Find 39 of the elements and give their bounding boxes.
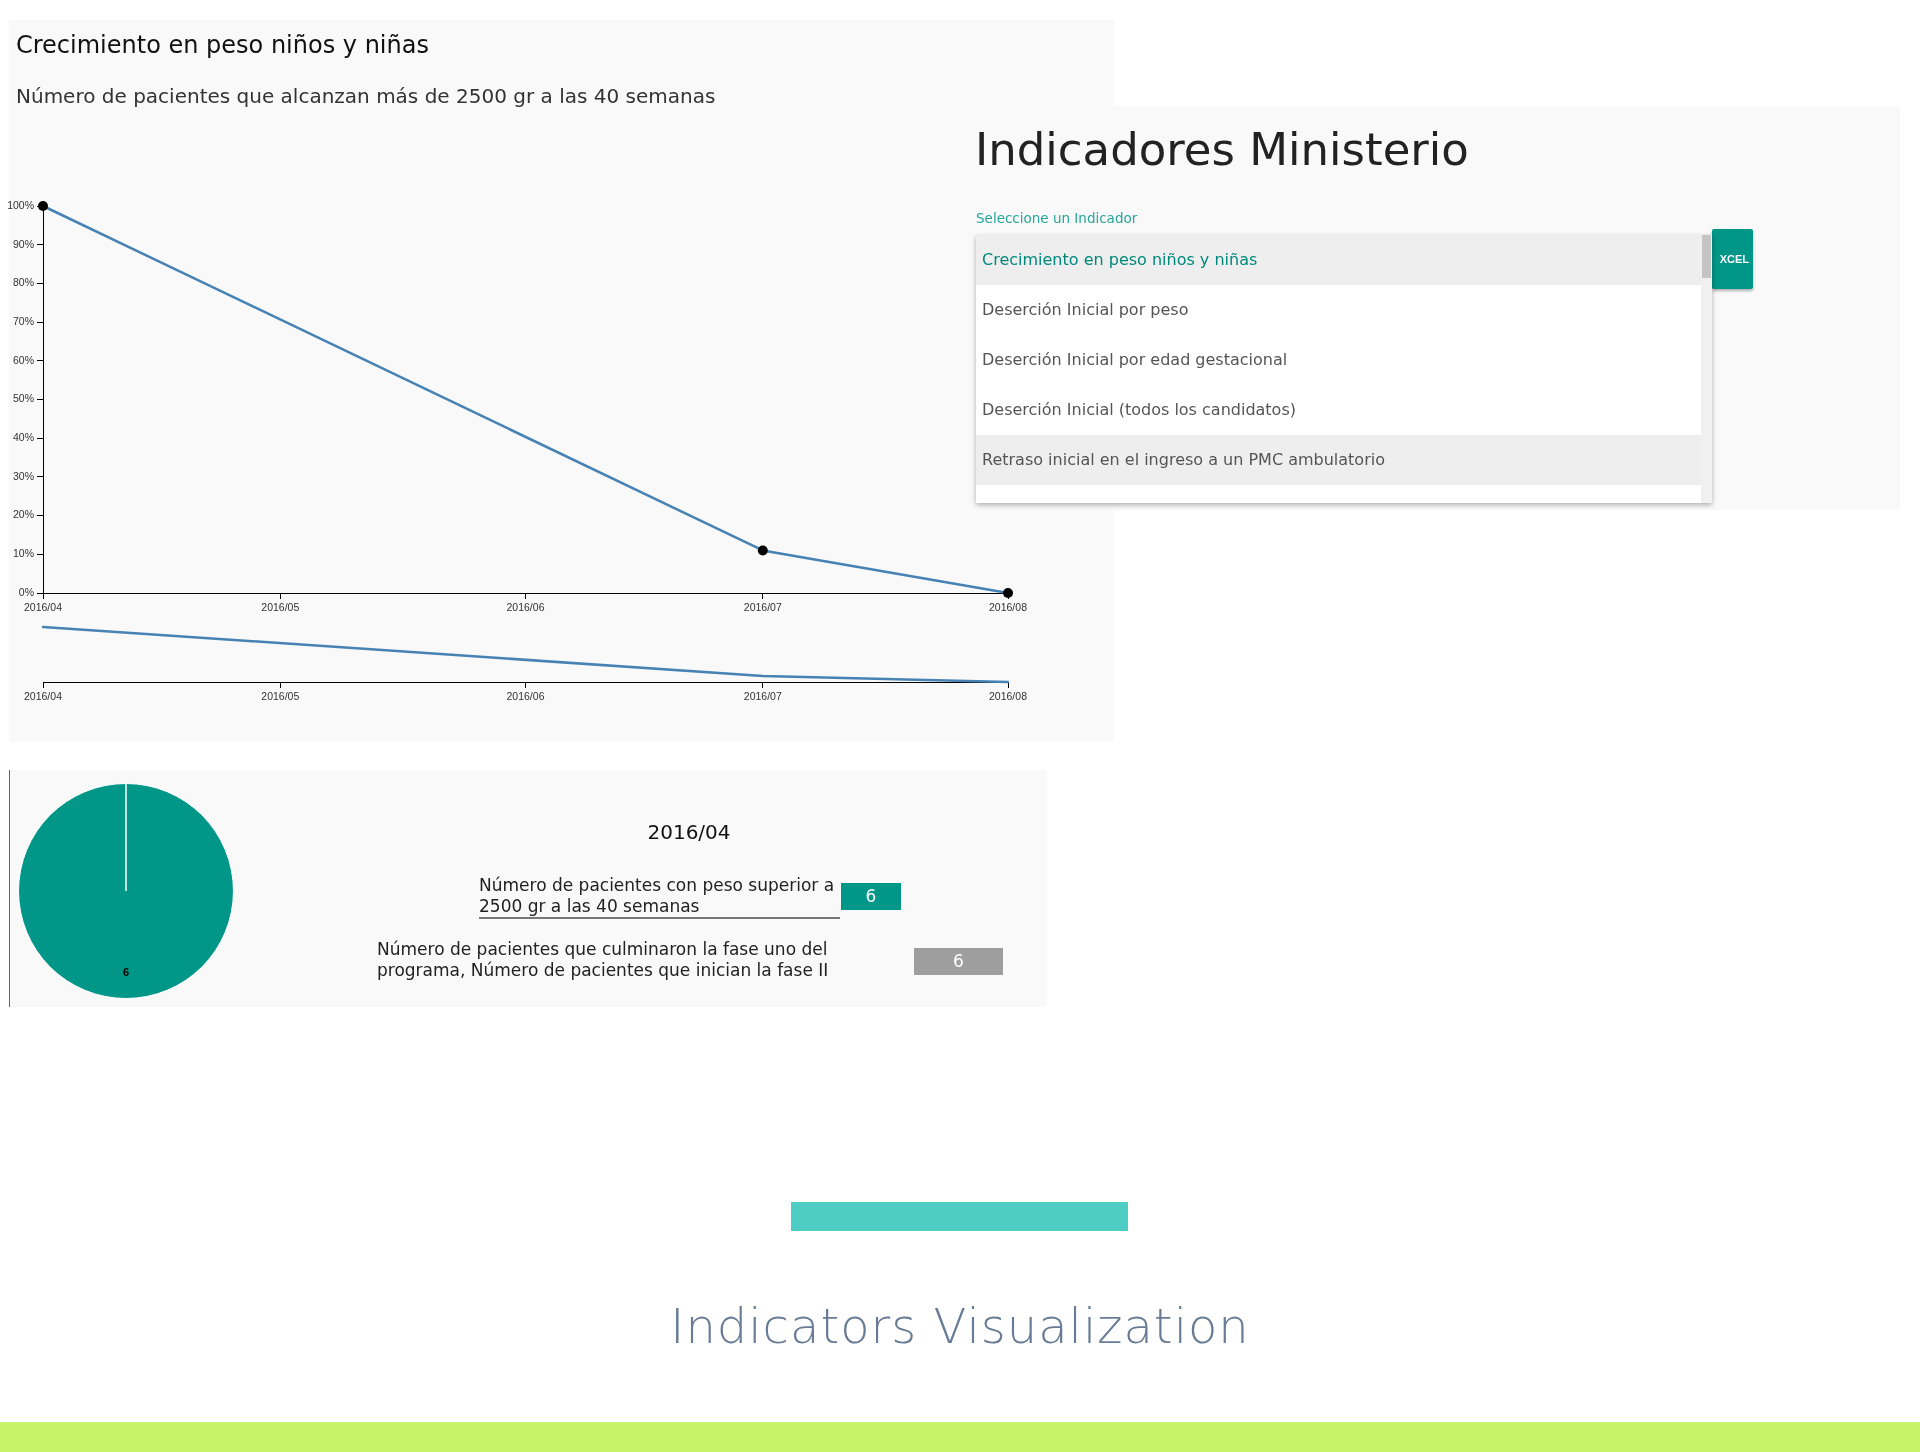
category-label: Número de pacientes que culminaron la fase uno del programa, Número de pacientes que inician la fase II [377,939,830,981]
text: Indicadores Ministerio [975,123,1469,176]
chart-subtitle: Número de pacientes que alcanzan más de 2500 gr a las 40 semanas [16,84,716,108]
category-label: Deserción Inicial por peso [982,300,1189,320]
category-label: Deserción Inicial (todos los candidatos) [982,400,1296,420]
data-label: 6 [122,965,130,978]
category-label: Retraso inicial en el ingreso a un PMC ambulatorio [982,450,1385,470]
y-tick-label: 50% [12,392,34,405]
category-label: Crecimiento en peso niños y niñas [982,250,1258,270]
button: XCEL [1712,229,1753,289]
y-tick-label: 10% [12,547,34,560]
y-tick-label: 60% [12,353,34,366]
point [757,545,768,556]
y-tick-label: 90% [12,237,34,250]
y-tick-label: 100% [7,198,34,211]
text: Indicators Visualization [669,1298,1251,1354]
x-tick-label: 2016/04 [24,690,63,703]
x-tick-label: 2016/07 [743,690,782,703]
y-tick-label: 40% [12,431,34,444]
data-label: 6 [865,886,877,906]
x-tick-label: 2016/07 [743,601,782,614]
category-label: Número de pacientes con peso superior a 2500 gr a las 40 semanas [479,875,840,919]
chart-title: Crecimiento en peso niños y niñas [16,31,429,59]
y-tick-label: 0% [18,585,34,598]
y-tick-label: 30% [12,469,34,482]
x-tick-label: 2016/05 [261,601,300,614]
y-tick-label: 20% [12,508,34,521]
x-tick-label: 2016/08 [989,601,1028,614]
y-tick-label: 70% [12,314,34,327]
text: 2016/04 [646,820,732,844]
y-tick-label: 80% [12,276,34,289]
category-label: Deserción Inicial por edad gestacional [982,350,1288,370]
x-tick-label: 2016/08 [989,690,1028,703]
x-tick-label: 2016/06 [506,601,545,614]
x-tick-label: 2016/05 [261,690,300,703]
text: Seleccione un Indicador [976,210,1138,226]
x-tick-label: 2016/04 [24,601,63,614]
data-label: 6 [953,951,964,971]
x-tick-label: 2016/06 [506,690,545,703]
